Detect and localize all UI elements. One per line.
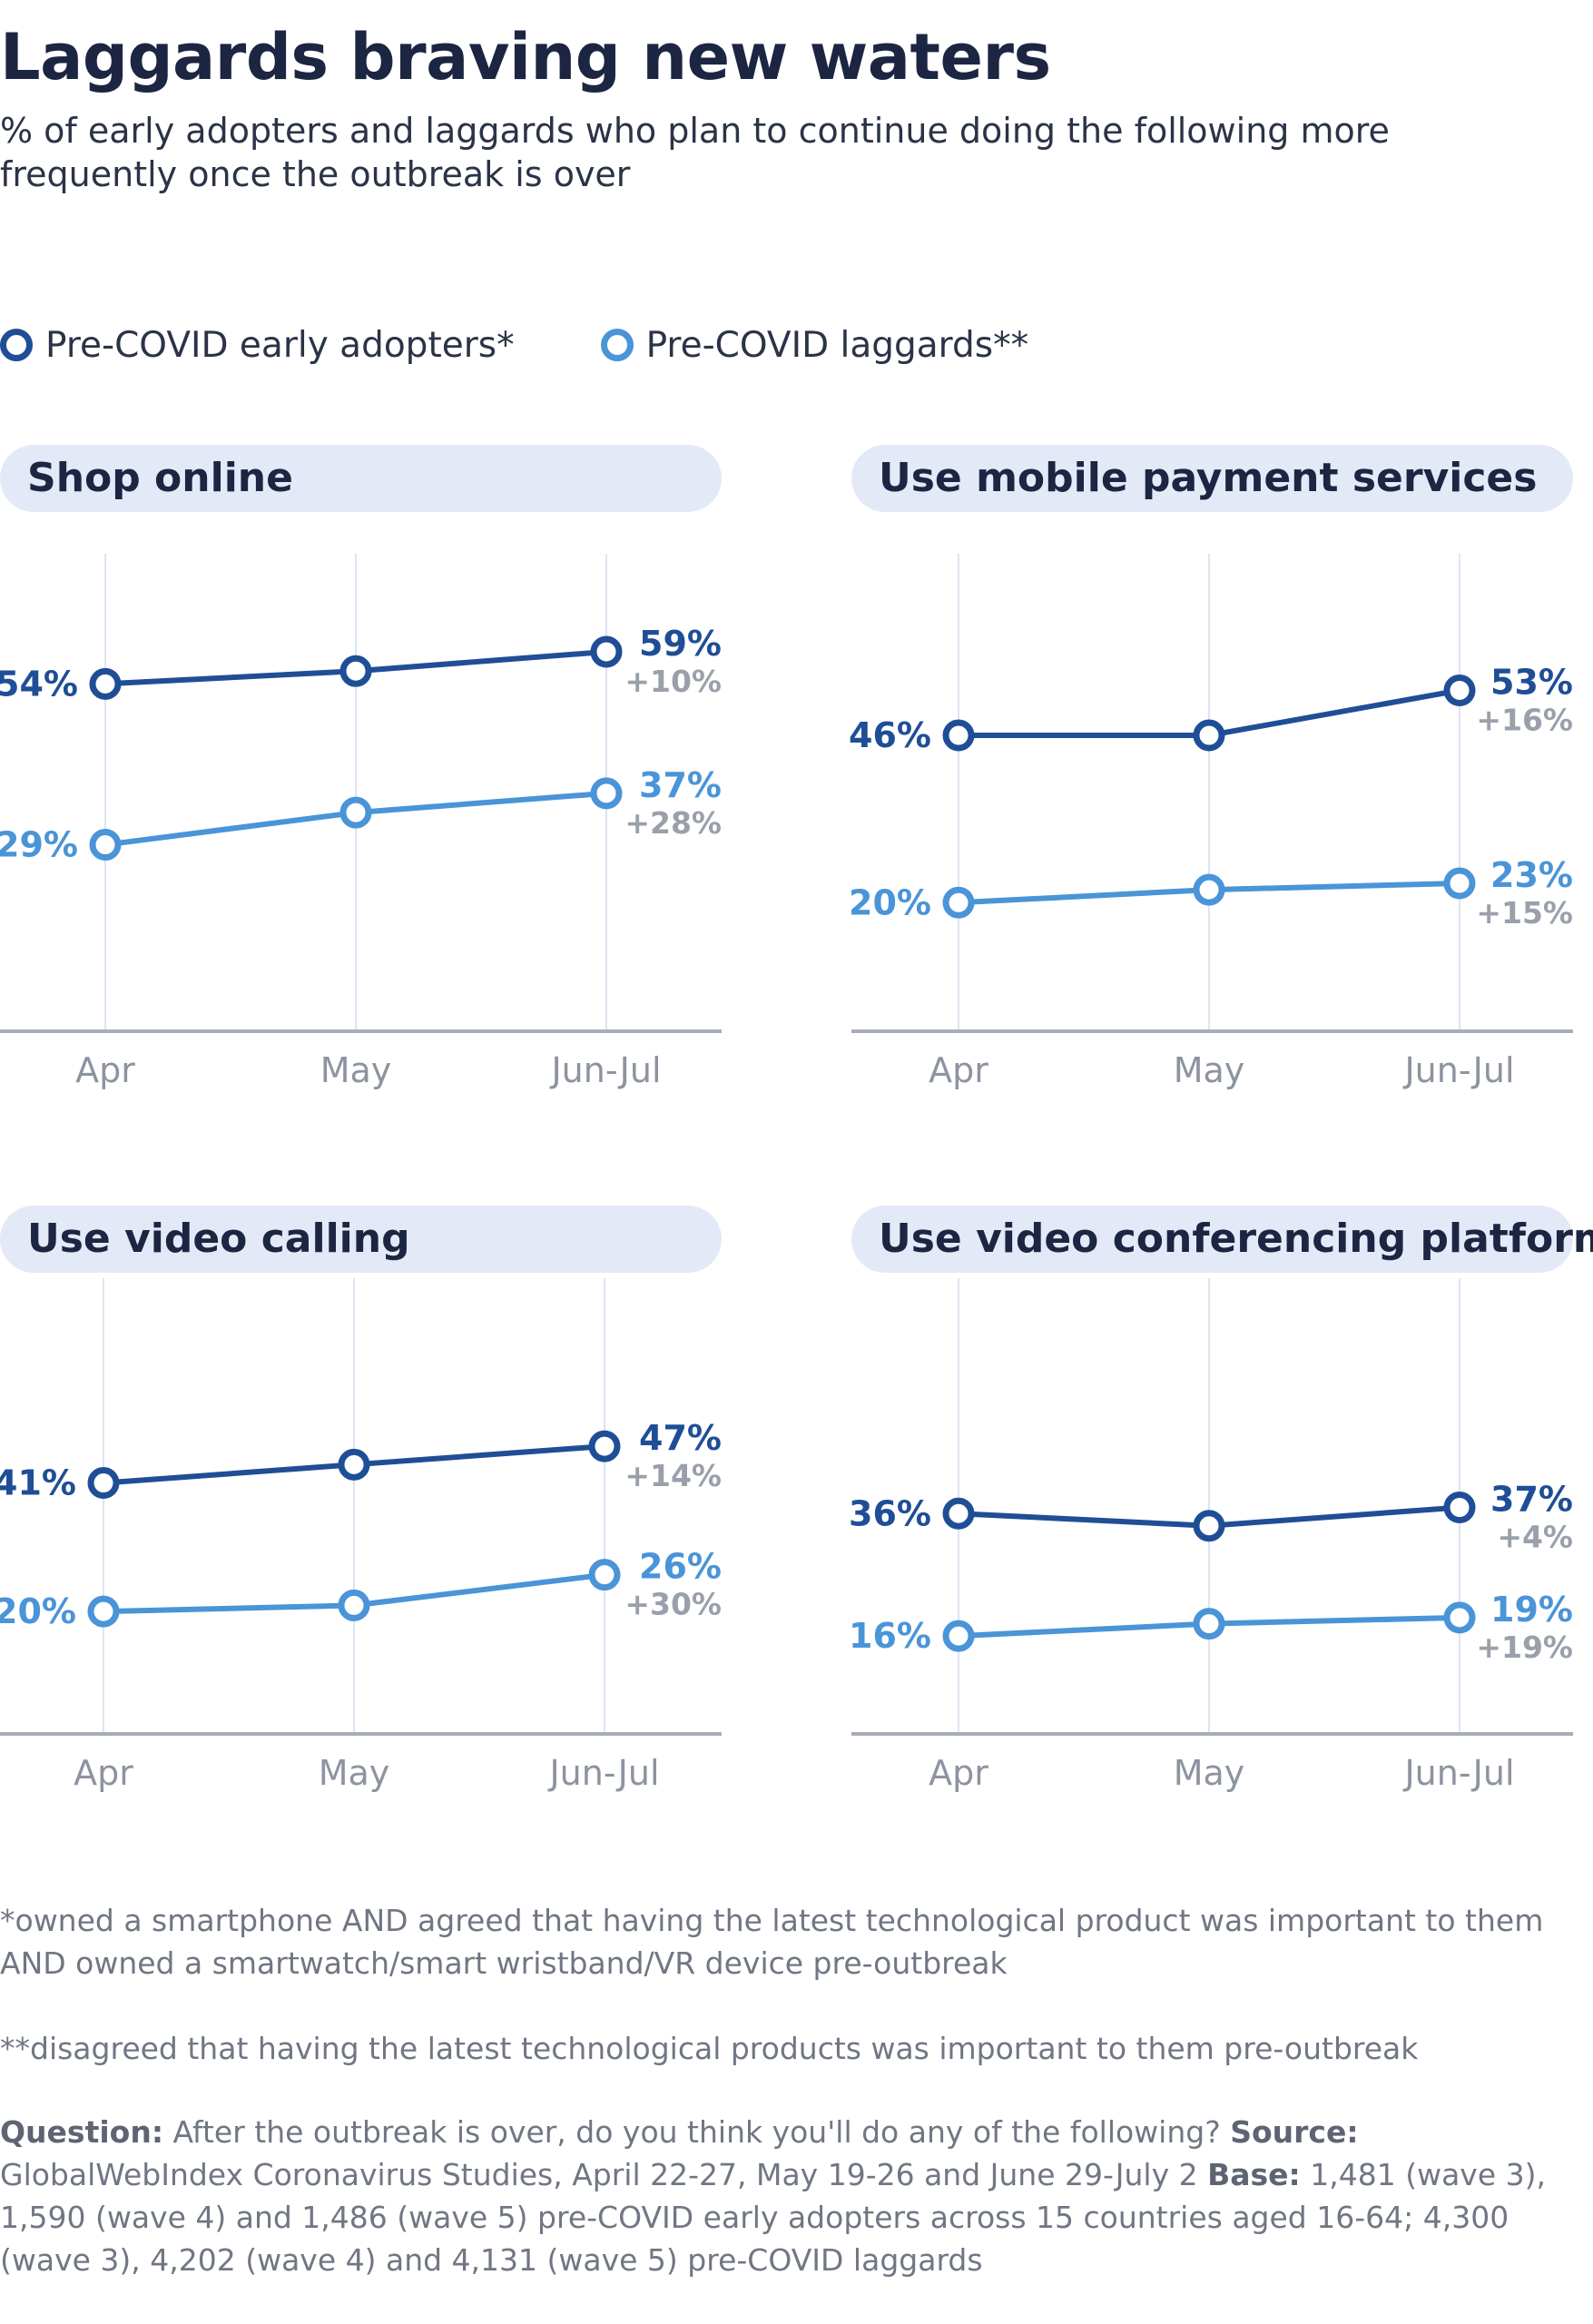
data-point-early-adopters bbox=[588, 1430, 621, 1462]
legend-item-early-adopters: Pre-COVID early adopters* bbox=[0, 325, 515, 366]
start-value-label: 20% bbox=[0, 1591, 76, 1631]
panel-title-video-calling: Use video calling bbox=[0, 1206, 722, 1273]
data-point-early-adopters bbox=[1193, 719, 1225, 752]
x-tick-label: Apr bbox=[74, 1753, 133, 1793]
start-value-label: 41% bbox=[0, 1463, 76, 1503]
x-tick-label: Jun-Jul bbox=[549, 1050, 661, 1090]
panel-shop-online: Shop online Apr May Jun-Jul 54% 59% +10% 29% 37… bbox=[0, 445, 722, 1117]
data-point-laggards bbox=[1443, 1601, 1476, 1634]
data-point-laggards bbox=[1443, 867, 1476, 900]
question-label: Question: bbox=[0, 2114, 164, 2150]
end-value-label: 26% bbox=[639, 1547, 722, 1587]
x-tick-label: Apr bbox=[929, 1050, 988, 1090]
start-value-label: 29% bbox=[0, 825, 78, 865]
data-point-early-adopters bbox=[89, 667, 122, 700]
end-value-label: 37% bbox=[1490, 1480, 1573, 1520]
x-tick-label: Jun-Jul bbox=[1402, 1753, 1514, 1793]
x-tick-label: May bbox=[320, 1050, 392, 1090]
data-point-laggards bbox=[339, 796, 372, 829]
data-point-early-adopters bbox=[1443, 1492, 1476, 1524]
legend-circle-icon-light bbox=[600, 329, 634, 361]
footnote-methodology: Question: After the outbreak is over, do… bbox=[0, 2111, 1566, 2281]
line-chart-mobile-payment: Apr May Jun-Jul 46% 53%+16% 20% 23%+15% bbox=[849, 554, 1573, 1090]
data-point-laggards bbox=[87, 1595, 120, 1628]
chart-subtitle: % of early adopters and laggards who pla… bbox=[0, 111, 1390, 194]
panel-mobile-payment: Use mobile payment services Apr May Jun-Ju… bbox=[849, 445, 1573, 1117]
panel-video-calling: Use video calling Apr May Jun-Jul 41% 47% +14… bbox=[0, 1206, 722, 1841]
x-tick-label: Apr bbox=[75, 1050, 135, 1090]
end-value-label: 47% bbox=[639, 1418, 722, 1458]
data-point-early-adopters bbox=[1443, 674, 1476, 706]
base-text: 1,481 (wave 3), 1,590 (wave 4) and 1,486… bbox=[0, 2157, 1546, 2278]
data-point-early-adopters bbox=[339, 655, 372, 687]
panel-title-shop-online: Shop online bbox=[0, 445, 722, 512]
change-label: +15% bbox=[1476, 895, 1573, 931]
end-value-label: 23% bbox=[1490, 855, 1573, 895]
data-point-early-adopters bbox=[87, 1467, 120, 1500]
legend-label-laggards: Pre-COVID laggards** bbox=[645, 324, 1029, 366]
change-label: +10% bbox=[624, 664, 722, 699]
data-point-early-adopters bbox=[942, 1497, 975, 1530]
start-value-label: 46% bbox=[849, 715, 931, 755]
line-chart-video-calling: Apr May Jun-Jul 41% 47%+14% 20% 26%+30% bbox=[0, 1278, 722, 1793]
end-value-label: 37% bbox=[639, 765, 722, 805]
legend-item-laggards: Pre-COVID laggards** bbox=[600, 324, 1029, 366]
question-text: After the outbreak is over, do you think… bbox=[172, 2114, 1221, 2150]
x-tick-label: May bbox=[1174, 1753, 1245, 1793]
end-value-label: 59% bbox=[639, 624, 722, 664]
panel-title-video-conferencing: Use video conferencing platforms bbox=[851, 1206, 1593, 1273]
line-chart-shop-online: Apr May Jun-Jul 54% 59%+10% 29% 37%+28% bbox=[0, 554, 722, 1090]
start-value-label: 36% bbox=[849, 1493, 931, 1533]
data-point-laggards bbox=[590, 777, 623, 810]
data-point-early-adopters bbox=[590, 635, 623, 668]
line-chart-video-conferencing: Apr May Jun-Jul 36% 37%+4% 16% 19%+19% bbox=[849, 1278, 1573, 1793]
x-tick-label: May bbox=[1174, 1050, 1245, 1090]
change-label: +14% bbox=[624, 1458, 722, 1493]
x-tick-label: Jun-Jul bbox=[1402, 1050, 1514, 1090]
footnote-laggards: **disagreed that having the latest techn… bbox=[0, 2031, 1419, 2066]
change-label: +4% bbox=[1497, 1520, 1573, 1555]
x-tick-label: Apr bbox=[929, 1753, 988, 1793]
data-point-laggards bbox=[1193, 1608, 1225, 1640]
x-tick-label: May bbox=[319, 1753, 390, 1793]
start-value-label: 20% bbox=[849, 882, 931, 922]
end-value-label: 53% bbox=[1490, 662, 1573, 702]
data-point-laggards bbox=[89, 829, 122, 862]
footnote-early-adopters: *owned a smartphone AND agreed that havi… bbox=[0, 1903, 1544, 1981]
data-point-early-adopters bbox=[942, 719, 975, 752]
change-label: +16% bbox=[1476, 702, 1573, 737]
panel-video-conferencing: Use video conferencing platforms Apr May J… bbox=[849, 1206, 1593, 1841]
change-label: +19% bbox=[1476, 1630, 1573, 1665]
data-point-laggards bbox=[338, 1589, 370, 1621]
chart-title: Laggards braving new waters bbox=[0, 20, 1051, 94]
base-label: Base: bbox=[1207, 2157, 1301, 2192]
panel-title-mobile-payment: Use mobile payment services bbox=[851, 445, 1573, 512]
start-value-label: 54% bbox=[0, 664, 78, 704]
legend-circle-icon-dark bbox=[0, 329, 33, 361]
source-label: Source: bbox=[1230, 2114, 1359, 2150]
start-value-label: 16% bbox=[849, 1616, 931, 1656]
data-point-laggards bbox=[588, 1559, 621, 1591]
data-point-laggards bbox=[1193, 873, 1225, 906]
x-tick-label: Jun-Jul bbox=[547, 1753, 659, 1793]
legend: Pre-COVID early adopters* Pre-COVID lagg… bbox=[0, 322, 1115, 368]
legend-label-early-adopters: Pre-COVID early adopters* bbox=[45, 324, 515, 366]
change-label: +30% bbox=[624, 1587, 722, 1622]
source-text: GlobalWebIndex Coronavirus Studies, Apri… bbox=[0, 2157, 1198, 2192]
data-point-early-adopters bbox=[338, 1448, 370, 1481]
data-point-laggards bbox=[942, 886, 975, 919]
data-point-laggards bbox=[942, 1620, 975, 1652]
data-point-early-adopters bbox=[1193, 1510, 1225, 1542]
end-value-label: 19% bbox=[1490, 1590, 1573, 1630]
change-label: +28% bbox=[624, 805, 722, 841]
